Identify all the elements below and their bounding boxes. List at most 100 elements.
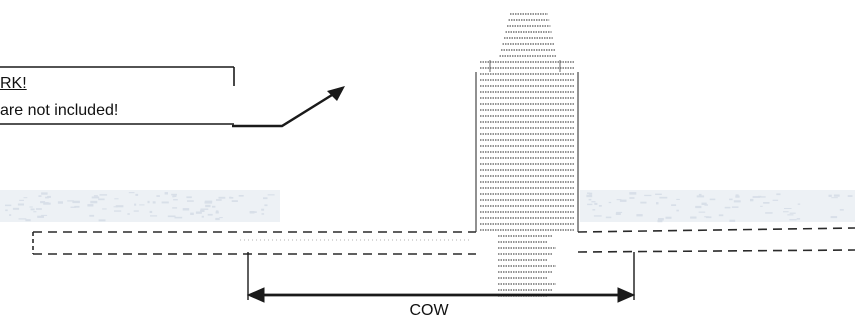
texture-speck	[729, 219, 736, 222]
central-column	[470, 10, 580, 300]
texture-speck	[636, 214, 643, 217]
texture-speck	[200, 209, 205, 212]
texture-speck	[665, 216, 672, 219]
texture-speck	[750, 198, 754, 202]
texture-speck	[33, 211, 37, 213]
note-frame	[0, 66, 235, 125]
texture-speck	[98, 198, 105, 201]
texture-speck	[173, 199, 178, 201]
texture-speck	[592, 209, 596, 211]
texture-speck	[190, 212, 194, 215]
texture-speck	[172, 207, 178, 209]
texture-speck	[587, 203, 593, 206]
texture-speck	[12, 207, 20, 210]
texture-speck	[789, 219, 797, 221]
texture-speck	[724, 206, 731, 209]
texture-speck	[671, 204, 677, 206]
texture-speck	[114, 198, 119, 200]
texture-speck	[45, 196, 49, 199]
texture-speck	[57, 201, 63, 204]
texture-speck	[587, 192, 591, 194]
texture-speck	[156, 195, 160, 197]
texture-speck	[231, 200, 238, 202]
texture-speck	[598, 205, 602, 207]
texture-speck	[127, 213, 130, 215]
texture-speck	[760, 205, 763, 207]
texture-speck	[18, 218, 27, 220]
texture-speck	[36, 208, 42, 210]
texture-speck	[261, 213, 265, 215]
texture-speck	[640, 201, 647, 204]
texture-speck	[102, 208, 107, 210]
texture-speck	[796, 218, 801, 220]
texture-speck	[701, 202, 707, 205]
texture-speck	[45, 202, 49, 204]
texture-speck	[98, 219, 106, 222]
texture-speck	[735, 195, 740, 198]
texture-speck	[616, 211, 623, 213]
texture-speck	[215, 211, 219, 214]
note-line-2: are not included!	[0, 102, 119, 119]
texture-speck	[135, 193, 139, 196]
texture-speck	[690, 216, 697, 219]
texture-speck	[186, 196, 192, 199]
texture-speck	[41, 214, 48, 216]
texture-speck	[40, 201, 46, 204]
texture-speck	[29, 206, 33, 208]
texture-speck	[698, 193, 702, 197]
texture-speck	[87, 204, 94, 207]
texture-speck	[37, 215, 44, 218]
texture-speck	[658, 218, 664, 221]
texture-speck	[608, 201, 612, 204]
pointer-arrowhead	[327, 86, 345, 101]
texture-speck	[70, 206, 76, 208]
texture-speck	[218, 196, 226, 199]
texture-speck	[591, 201, 596, 203]
texture-speck	[704, 216, 709, 218]
texture-speck	[659, 196, 668, 199]
texture-speck	[676, 198, 680, 200]
texture-speck	[187, 200, 194, 202]
texture-speck	[174, 216, 183, 219]
texture-speck	[229, 197, 234, 199]
texture-speck	[43, 202, 51, 205]
texture-speck	[839, 209, 844, 211]
ground-texture	[0, 190, 855, 223]
texture-speck	[90, 200, 98, 204]
texture-speck	[249, 211, 257, 213]
texture-speck	[114, 210, 122, 212]
texture-speck	[698, 211, 706, 213]
texture-speck	[25, 219, 31, 222]
texture-speck	[89, 214, 95, 217]
texture-speck	[264, 204, 268, 207]
texture-speck	[789, 212, 796, 214]
texture-speck	[19, 199, 24, 201]
texture-speck	[772, 199, 779, 201]
dimension-line	[246, 252, 636, 303]
texture-speck	[164, 192, 168, 195]
texture-speck	[215, 217, 220, 221]
texture-speck	[763, 202, 770, 204]
texture-speck	[93, 195, 98, 197]
texture-speck	[204, 200, 213, 203]
texture-speck	[167, 215, 176, 218]
texture-speck	[139, 204, 145, 206]
texture-speck	[149, 210, 153, 213]
texture-speck	[594, 202, 598, 205]
texture-speck	[74, 205, 80, 208]
texture-speck	[5, 209, 8, 212]
texture-speck	[30, 208, 35, 211]
texture-speck	[172, 196, 175, 198]
texture-speck	[5, 204, 12, 207]
dimension-label: COW	[409, 302, 449, 319]
texture-speck	[696, 195, 705, 198]
texture-speck	[182, 208, 190, 211]
texture-speck	[171, 193, 177, 196]
texture-speck	[619, 199, 627, 202]
texture-speck	[752, 196, 761, 198]
texture-speck	[133, 210, 139, 212]
texture-speck	[629, 197, 635, 199]
texture-speck	[783, 211, 789, 213]
texture-speck	[629, 192, 637, 195]
texture-speck	[263, 197, 268, 200]
